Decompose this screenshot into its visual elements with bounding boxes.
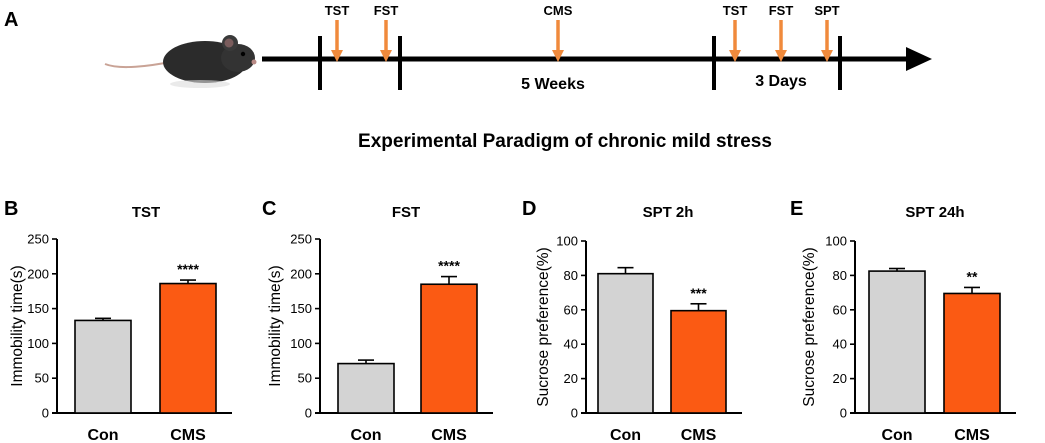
- y-tick-label: 150: [27, 301, 49, 316]
- significance-label: ***: [690, 285, 707, 301]
- mouse-ear-inner: [224, 38, 234, 48]
- timeline-label-tst: TST: [325, 3, 350, 18]
- y-tick-label: 50: [298, 371, 312, 386]
- timeline: TST FST CMS TST FST SPT 5 Weeks 3 Days: [262, 3, 932, 93]
- y-tick-label: 100: [290, 336, 312, 351]
- chart-title: TST: [132, 204, 160, 221]
- x-tick-label: CMS: [681, 427, 717, 443]
- x-tick-label: CMS: [431, 427, 467, 443]
- timeline-arrowhead-tst: [331, 50, 343, 62]
- mouse-shadow: [170, 80, 230, 88]
- y-tick-label: 150: [290, 301, 312, 316]
- timeline-arrowhead: [906, 47, 932, 71]
- bar-con: [337, 362, 395, 414]
- x-tick-label: CMS: [954, 427, 990, 443]
- chart-panel-d: D SPT 2h Sucrose preference(%) 0 20 40 60 80 10…: [522, 198, 742, 443]
- chart-title: SPT 24h: [905, 204, 964, 221]
- y-tick-label: 100: [27, 336, 49, 351]
- y-tick-label: 60: [833, 302, 847, 317]
- panel-letter-c: C: [262, 198, 276, 220]
- panel-letter-d: D: [522, 198, 536, 220]
- x-tick-label: Con: [610, 427, 641, 443]
- chart-panel-c: C FST Immobility time(s) 0 50 100 150 200 250 Co…: [262, 198, 493, 443]
- x-tick-label: Con: [87, 427, 118, 443]
- timeline-arrowhead-cms: [552, 50, 564, 62]
- chart-title: SPT 2h: [643, 204, 694, 221]
- mouse-nose: [251, 59, 257, 65]
- mouse-head: [221, 44, 255, 72]
- timeline-arrowhead-spt: [821, 50, 833, 62]
- figure-title: Experimental Paradigm of chronic mild st…: [358, 131, 772, 152]
- y-tick-label: 0: [840, 406, 847, 421]
- timeline-label-tst: TST: [723, 3, 748, 18]
- chart-panel-b: B TST Immobility time(s) 0 50 100 150 200 250 Co…: [4, 198, 232, 443]
- y-tick-label: 20: [833, 371, 847, 386]
- y-tick-label: 20: [564, 371, 578, 386]
- y-tick-label: 200: [27, 266, 49, 281]
- y-tick-label: 40: [564, 337, 578, 352]
- bar-cms: [943, 292, 1001, 414]
- y-tick-label: 0: [571, 406, 578, 421]
- y-tick-label: 0: [305, 406, 312, 421]
- timeline-arrowhead-fst: [380, 50, 392, 62]
- y-axis-label: Sucrose preference(%): [801, 247, 818, 406]
- panel-a: A TST FST CMS TST FST SPT 5 Weeks 3 Days Expe…: [4, 3, 932, 152]
- significance-label: ****: [177, 261, 199, 277]
- bar-cms: [420, 283, 478, 414]
- timeline-label-spt: SPT: [814, 3, 839, 18]
- x-tick-label: Con: [881, 427, 912, 443]
- mouse-tail: [104, 61, 171, 69]
- panel-letter-e: E: [790, 198, 803, 220]
- mouse-image: [104, 35, 257, 88]
- bar-cms: [159, 282, 217, 414]
- period-label-3-days: 3 Days: [755, 73, 807, 90]
- mouse-eye: [240, 51, 246, 57]
- timeline-arrowhead-tst: [729, 50, 741, 62]
- y-tick-label: 50: [35, 371, 49, 386]
- significance-label: **: [967, 268, 978, 284]
- period-label-5-weeks: 5 Weeks: [521, 76, 585, 93]
- y-tick-label: 60: [564, 302, 578, 317]
- timeline-label-fst: FST: [374, 3, 399, 18]
- y-tick-label: 100: [825, 234, 847, 249]
- y-axis-label: Immobility time(s): [9, 265, 26, 386]
- timeline-markers: TST FST CMS TST FST SPT: [325, 3, 840, 62]
- y-tick-label: 250: [27, 232, 49, 247]
- panel-letter-a: A: [4, 9, 18, 31]
- bar-cms: [670, 309, 727, 414]
- bar-con: [597, 272, 654, 414]
- panel-letter-b: B: [4, 198, 18, 220]
- y-tick-label: 80: [564, 268, 578, 283]
- y-axis-label: Sucrose preference(%): [535, 247, 552, 406]
- y-tick-label: 40: [833, 337, 847, 352]
- y-axis-label: Immobility time(s): [267, 265, 284, 386]
- timeline-label-cms: CMS: [544, 3, 573, 18]
- chart-title: FST: [392, 204, 420, 221]
- y-tick-label: 0: [42, 406, 49, 421]
- bar-con: [868, 270, 926, 414]
- y-tick-label: 200: [290, 266, 312, 281]
- timeline-arrowhead-fst: [775, 50, 787, 62]
- chart-panel-e: E SPT 24h Sucrose preference(%) 0 20 40 60 80 1…: [790, 198, 1016, 443]
- significance-label: ****: [438, 258, 460, 274]
- y-tick-label: 250: [290, 232, 312, 247]
- y-tick-label: 80: [833, 268, 847, 283]
- timeline-label-fst: FST: [769, 3, 794, 18]
- x-tick-label: CMS: [170, 427, 206, 443]
- x-tick-label: Con: [350, 427, 381, 443]
- y-tick-label: 100: [556, 234, 578, 249]
- bar-con: [74, 319, 132, 414]
